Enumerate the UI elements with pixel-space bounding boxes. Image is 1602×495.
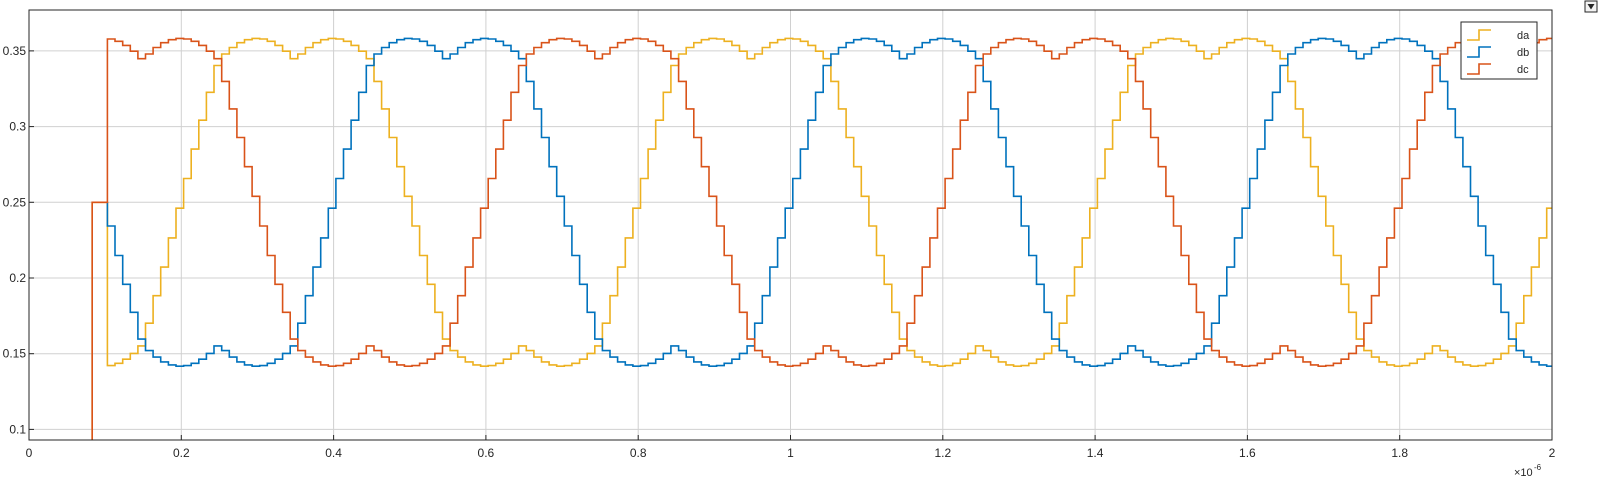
- y-tick-label: 0.2: [9, 271, 26, 285]
- y-tick-label: 0.15: [3, 347, 27, 361]
- x-tick-label: 0: [26, 446, 33, 460]
- x-exponent-power: -6: [1534, 463, 1542, 472]
- legend-swatch-db: [1467, 46, 1491, 58]
- dock-arrow-icon[interactable]: [1584, 0, 1598, 13]
- x-tick-label: 0.6: [478, 446, 495, 460]
- legend-swatch-dc: [1467, 63, 1491, 75]
- x-tick-label: 1.6: [1239, 446, 1256, 460]
- x-tick-label: 1: [787, 446, 794, 460]
- y-tick-label: 0.25: [3, 195, 27, 209]
- y-tick-label: 0.1: [9, 422, 26, 436]
- x-exponent-label: ×10: [1514, 467, 1533, 479]
- y-axis: 0.1 0.15 0.2 0.25 0.3 0.35: [3, 44, 34, 436]
- x-tick-label: 0.4: [325, 446, 342, 460]
- y-tick-label: 0.3: [9, 120, 26, 134]
- x-tick-label: 1.4: [1087, 446, 1104, 460]
- x-tick-label: 2: [1549, 446, 1556, 460]
- x-tick-label: 0.2: [173, 446, 190, 460]
- x-tick-label: 0.8: [630, 446, 647, 460]
- series-db-line: [106, 37, 1552, 367]
- x-tick-label: 1.8: [1391, 446, 1408, 460]
- grid-lines: [28, 10, 1553, 440]
- legend-swatch-da: [1467, 29, 1491, 41]
- legend-label-db: db: [1517, 47, 1529, 59]
- legend-label-da: da: [1517, 30, 1530, 42]
- legend: da db dc: [1460, 21, 1538, 80]
- y-tick-label: 0.35: [3, 44, 27, 58]
- x-axis: 0 0.2 0.4 0.6 0.8 1 1.2 1.4 1.6 1.8 2: [26, 435, 1556, 460]
- x-tick-label: 1.2: [934, 446, 951, 460]
- series-da-line: [91, 37, 1552, 440]
- legend-box: [1460, 21, 1538, 80]
- series-dc-line: [91, 37, 1552, 440]
- legend-label-dc: dc: [1517, 64, 1529, 76]
- series-layer: [91, 37, 1552, 440]
